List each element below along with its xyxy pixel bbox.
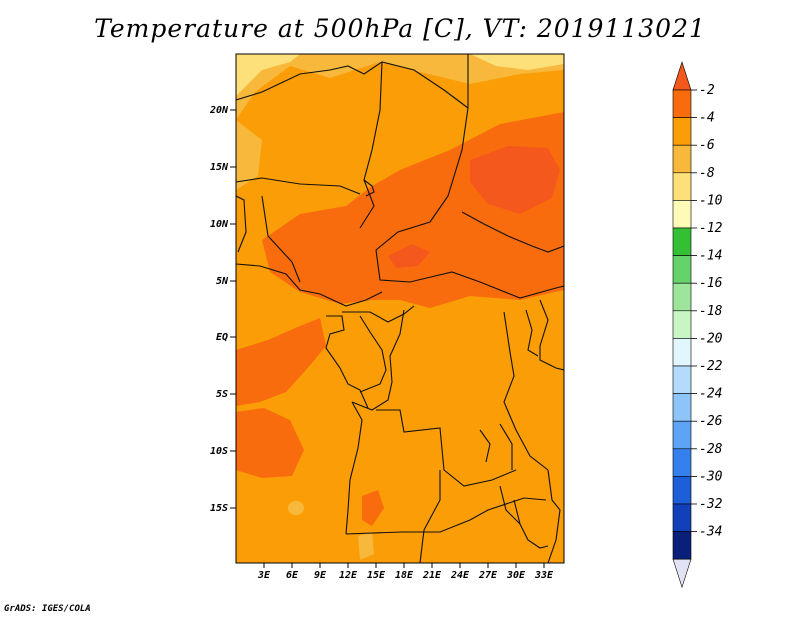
colorbar-swatch: [672, 89, 692, 118]
colorbar-swatch: [672, 531, 692, 560]
colorbar-arrow-top: [672, 61, 692, 91]
lon-label: 6E: [286, 570, 299, 581]
colorbar-arrow-bottom: [672, 558, 692, 589]
lon-label: 30E: [506, 570, 526, 581]
colorbar-label: -24: [699, 387, 722, 402]
colorbar-swatch: [672, 310, 692, 339]
lon-label: 15E: [367, 570, 386, 581]
lon-label: 12E: [339, 570, 358, 581]
lat-label: 20N: [209, 105, 229, 116]
lon-label: 9E: [314, 570, 327, 581]
lon-label: 21E: [422, 570, 442, 581]
colorbar-label: -6: [699, 138, 715, 153]
lon-label: 27E: [478, 570, 498, 581]
temperature-field: [236, 54, 564, 563]
lat-label: 15S: [210, 503, 228, 514]
colorbar-label: -18: [699, 304, 723, 319]
colorbar-label: -2: [699, 83, 715, 98]
colorbar-label: -4: [699, 111, 715, 126]
colorbar-swatch: [672, 172, 692, 201]
colorbar: -2 -4 -6 -8 -10 -12 -14 -16 -18 -20 -22 -24 -26 -28 -3…: [672, 61, 723, 589]
colorbar-swatch: [672, 393, 692, 422]
lat-label: 10N: [210, 219, 229, 230]
colorbar-swatch: [672, 448, 692, 477]
lat-label: 15N: [210, 162, 229, 173]
lat-label: 10S: [210, 446, 228, 457]
colorbar-swatch: [672, 144, 692, 174]
colorbar-label: -16: [699, 276, 723, 291]
colorbar-label: -28: [699, 442, 723, 457]
lon-label: 18E: [395, 570, 414, 581]
colorbar-label: -20: [699, 331, 723, 346]
lat-label: 5N: [216, 276, 229, 287]
colorbar-swatch: [672, 117, 692, 146]
colorbar-label: -8: [699, 166, 715, 181]
colorbar-label: -14: [699, 249, 722, 264]
colorbar-swatch: [672, 365, 692, 394]
map-frame: [235, 53, 565, 564]
colorbar-swatch: [672, 338, 692, 367]
colorbar-swatch: [672, 420, 692, 450]
lat-label: 5S: [216, 389, 228, 400]
colorbar-label: -34: [699, 525, 722, 540]
colorbar-label: -32: [699, 497, 723, 512]
colorbar-label: -30: [699, 469, 723, 484]
colorbar-swatch: [672, 503, 692, 532]
lon-label: 24E: [450, 570, 470, 581]
colorbar-swatch: [672, 200, 692, 229]
country-borders: [236, 54, 564, 563]
colorbar-label: -12: [699, 221, 723, 236]
map-title: Temperature at 500hPa [C], VT: 201911302…: [94, 14, 706, 43]
colorbar-label: -22: [699, 359, 723, 374]
latitude-axis: 20N 15N 10N 5N EQ 5S 10S 15S: [209, 105, 236, 514]
colorbar-label: -10: [699, 193, 723, 208]
lon-label: 33E: [534, 570, 554, 581]
lat-label: EQ: [216, 332, 228, 343]
colorbar-swatch: [672, 476, 692, 505]
colorbar-label: -26: [699, 414, 723, 429]
lon-label: 3E: [257, 570, 271, 581]
grads-credit: GrADS: IGES/COLA: [4, 604, 91, 614]
colorbar-swatch: [672, 282, 692, 312]
colorbar-swatch: [672, 227, 692, 256]
colorbar-swatch: [672, 255, 692, 284]
longitude-axis: 3E 6E 9E 12E 15E 18E 21E 24E 27E 30E 33E: [257, 563, 554, 581]
